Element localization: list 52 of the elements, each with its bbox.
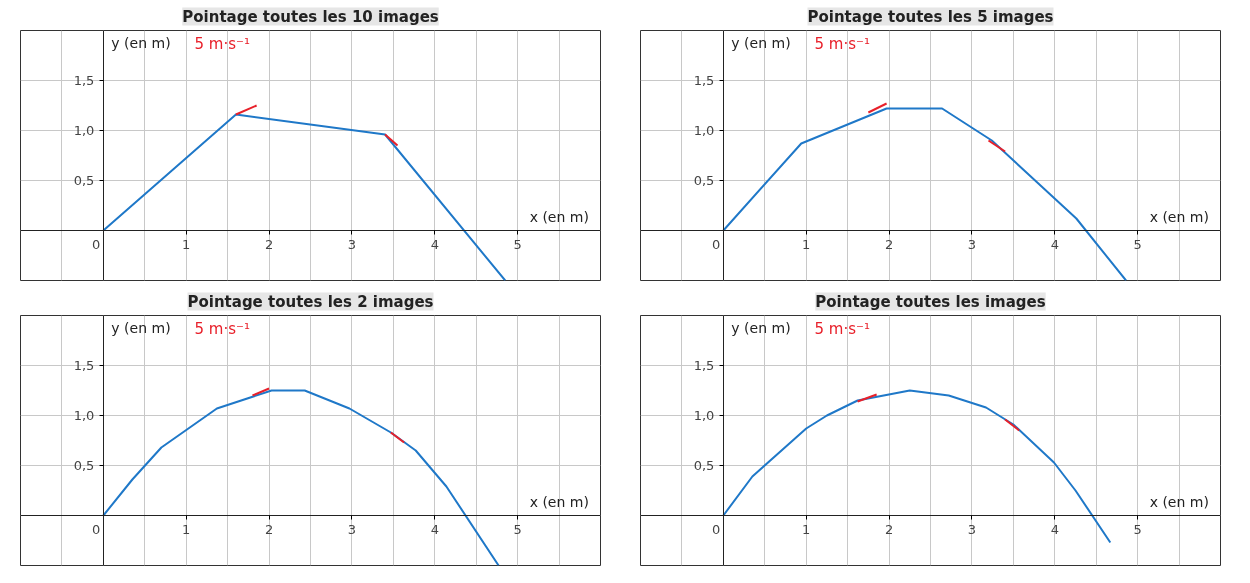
x-tick-label: 0 [712,521,721,537]
x-tick-label: 2 [884,236,894,252]
x-axis-title: x (en m) [529,493,589,510]
y-tick-label: 0,5 [73,173,95,188]
annotation: 5 m·s⁻¹ [194,34,250,53]
y-tick-label: 0,5 [693,458,715,473]
annotation: 5 m·s⁻¹ [814,319,870,338]
x-tick-label: 3 [347,521,357,537]
x-tick-label: 5 [513,521,522,537]
chart-title: Pointage toutes les 2 images [187,292,434,311]
x-tick-label: 4 [430,521,439,537]
y-axis-title: y (en m) [731,34,791,51]
x-tick-label: 4 [1050,521,1059,537]
x-tick-label: 1 [802,236,811,252]
x-tick-label: 5 [513,236,522,252]
y-axis-title: y (en m) [731,319,791,336]
y-tick-label: 1,5 [73,358,95,373]
x-tick-label: 3 [967,236,977,252]
x-axis-title: x (en m) [1149,208,1209,225]
x-tick-label: 1 [182,236,191,252]
x-tick-label: 1 [802,521,811,537]
y-tick-label: 1,0 [73,123,95,138]
x-tick-label: 5 [1133,521,1142,537]
x-tick-label: 0 [92,236,101,252]
x-tick-label: 3 [967,521,977,537]
y-tick-label: 1,5 [693,358,715,373]
y-tick-label: 1,5 [73,73,95,88]
x-tick-label: 3 [347,236,357,252]
x-axis-title: x (en m) [529,208,589,225]
y-tick-label: 1,5 [693,73,715,88]
x-tick-label: 0 [712,236,721,252]
x-tick-label: 4 [1050,236,1059,252]
x-tick-label: 2 [884,521,894,537]
x-tick-label: 0 [92,521,101,537]
y-tick-label: 0,5 [693,173,715,188]
x-tick-label: 5 [1133,236,1142,252]
x-tick-label: 1 [182,521,191,537]
y-tick-label: 1,0 [693,408,715,423]
y-tick-label: 0,5 [73,458,95,473]
x-axis-title: x (en m) [1149,493,1209,510]
chart-title: Pointage toutes les 10 images [182,7,439,26]
annotation: 5 m·s⁻¹ [194,319,250,338]
y-axis-title: y (en m) [111,319,171,336]
y-axis-title: y (en m) [111,34,171,51]
y-tick-label: 1,0 [693,123,715,138]
y-tick-label: 1,0 [73,408,95,423]
annotation: 5 m·s⁻¹ [814,34,870,53]
x-tick-label: 4 [430,236,439,252]
chart-title: Pointage toutes les 5 images [807,7,1054,26]
x-tick-label: 2 [264,236,274,252]
chart-title: Pointage toutes les images [815,292,1046,311]
x-tick-label: 2 [264,521,274,537]
